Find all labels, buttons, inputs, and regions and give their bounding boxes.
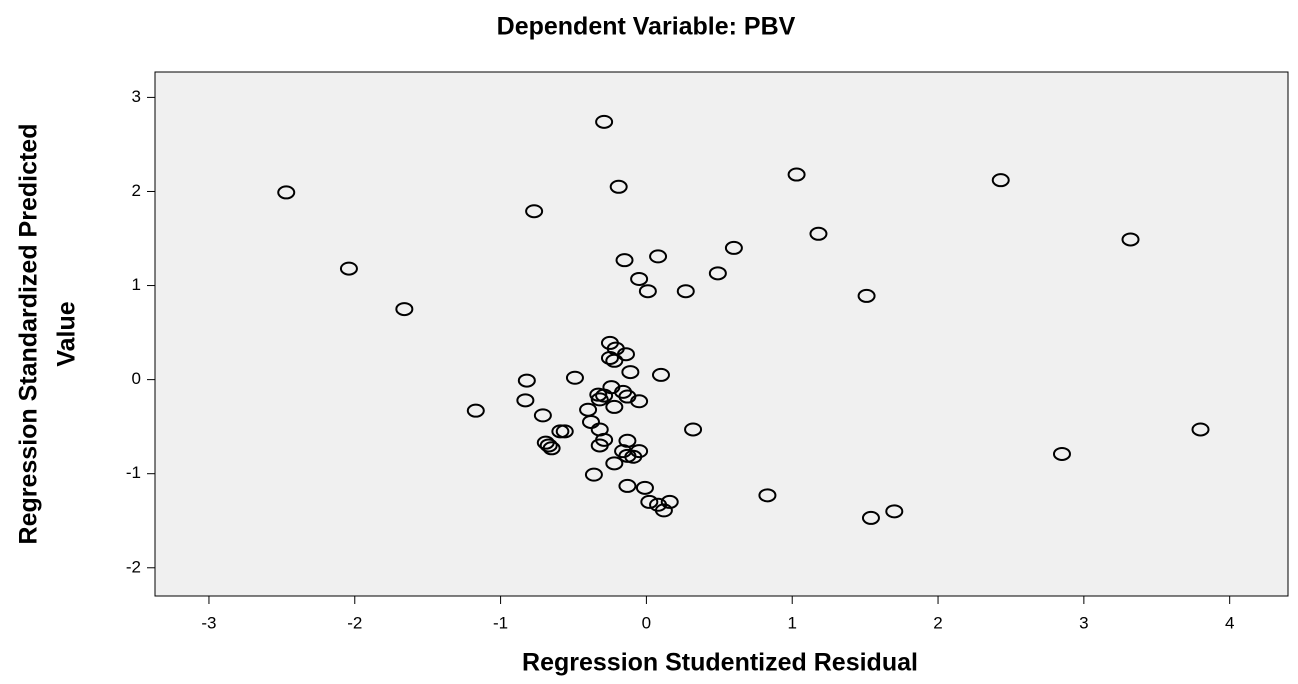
x-tick-label: -2 — [347, 613, 362, 632]
point — [542, 441, 561, 456]
point — [654, 503, 673, 518]
point — [609, 179, 628, 194]
y-tick-label: 0 — [132, 369, 141, 388]
x-tick-label: 1 — [787, 613, 796, 632]
point — [621, 365, 640, 380]
point — [539, 438, 558, 453]
point — [277, 185, 296, 200]
point — [517, 373, 536, 388]
y-tick-label: -2 — [126, 557, 141, 576]
point — [651, 367, 670, 382]
point — [595, 388, 614, 403]
plot-area — [154, 71, 1289, 597]
point — [758, 488, 777, 503]
point — [1121, 232, 1140, 247]
point — [787, 167, 806, 182]
x-axis-label: Regression Studentized Residual — [522, 649, 918, 677]
point — [660, 494, 679, 509]
point — [590, 438, 609, 453]
point — [339, 261, 358, 276]
point — [708, 266, 727, 281]
point — [649, 249, 668, 264]
point — [605, 353, 624, 368]
x-tick-label: 2 — [933, 613, 942, 632]
point — [885, 504, 904, 519]
point — [595, 114, 614, 129]
point — [861, 510, 880, 525]
point — [516, 393, 535, 408]
x-tick-label: 3 — [1079, 613, 1088, 632]
point — [466, 403, 485, 418]
x-tick-label: 0 — [642, 613, 651, 632]
point — [676, 284, 695, 299]
point — [809, 226, 828, 241]
point — [600, 350, 619, 365]
y-tick-label: 1 — [132, 275, 141, 294]
point — [618, 478, 637, 493]
x-tick-label: -1 — [493, 613, 508, 632]
y-tick-label: 3 — [132, 87, 141, 106]
point — [640, 494, 659, 509]
point — [565, 370, 584, 385]
point — [684, 422, 703, 437]
point — [857, 288, 876, 303]
point — [638, 284, 657, 299]
point — [584, 467, 603, 482]
x-tick-label: -3 — [201, 613, 216, 632]
point — [533, 408, 552, 423]
x-tick-label: 4 — [1225, 613, 1234, 632]
point — [616, 347, 635, 362]
chart-title: Dependent Variable: PBV — [497, 13, 796, 41]
point — [724, 240, 743, 255]
point — [590, 392, 609, 407]
point — [630, 271, 649, 286]
y-tick-label: 2 — [132, 181, 141, 200]
point — [395, 302, 414, 317]
point — [615, 253, 634, 268]
y-axis-label: Value — [53, 301, 81, 366]
point — [1052, 446, 1071, 461]
point — [635, 480, 654, 495]
point — [551, 424, 570, 439]
point — [1191, 422, 1210, 437]
y-tick-label: -1 — [126, 463, 141, 482]
point — [605, 456, 624, 471]
y-axis-label: Regression Standardized Predicted — [15, 124, 43, 545]
point — [605, 399, 624, 414]
point — [525, 204, 544, 219]
point — [624, 449, 643, 464]
point — [991, 173, 1010, 188]
point — [630, 394, 649, 409]
